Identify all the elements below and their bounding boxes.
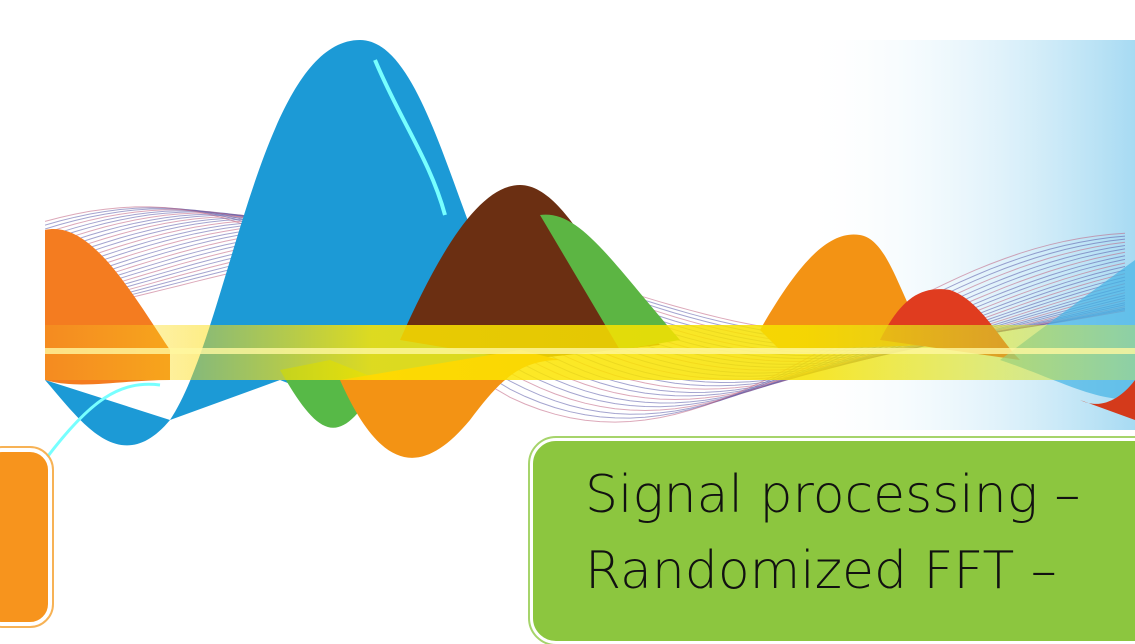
- title-line: Randomized FFT –: [585, 541, 1057, 601]
- title-box: Signal processing – Randomized FFT –: [528, 436, 1135, 644]
- thin-wave: [45, 206, 1126, 423]
- highlight: [45, 382, 161, 461]
- wave-group: [45, 40, 1135, 461]
- green-wave: [540, 214, 680, 350]
- brown-wave: [400, 185, 660, 360]
- slide: Signal processing – Randomized FFT – (()…: [0, 40, 1135, 644]
- side-accent: [0, 446, 54, 628]
- wave-art: [45, 40, 1135, 461]
- title-line: Signal processing –: [585, 465, 1081, 525]
- thin-wave: [45, 207, 1126, 419]
- orange-bump: [760, 234, 930, 350]
- glow-core: [45, 348, 1135, 354]
- red-right: [1080, 380, 1135, 420]
- highlight: [373, 59, 447, 216]
